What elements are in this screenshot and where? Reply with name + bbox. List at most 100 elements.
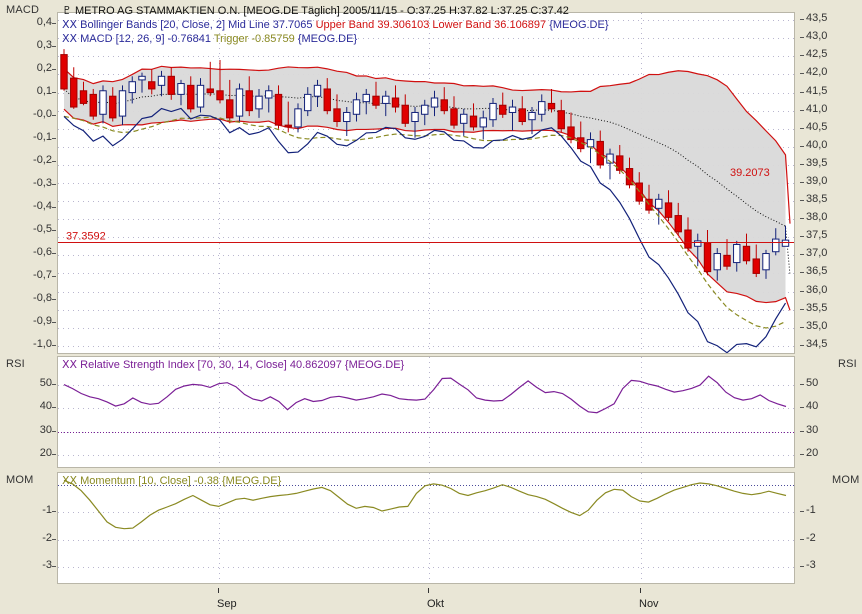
price-axis-label: 34,5 <box>806 337 828 350</box>
macd-price-plot[interactable]: 37.3592 39.2073 <box>57 12 795 354</box>
price-axis-tick <box>800 73 804 75</box>
price-axis-label: 43,0 <box>806 30 828 43</box>
macd-axis-label: -0,7 <box>33 269 52 282</box>
macd-axis-tick <box>52 230 56 232</box>
price-axis-tick <box>800 254 804 256</box>
rsi-axis-label-left: 40 <box>39 400 52 413</box>
price-axis-tick <box>800 308 804 310</box>
price-axis-tick <box>800 145 804 147</box>
macd-axis-label: 0,2 <box>36 62 52 75</box>
price-axis-tick <box>800 272 804 274</box>
x-axis-label: Okt <box>427 598 445 610</box>
x-axis-label: Nov <box>639 598 659 610</box>
macd-axis-label: -1,0 <box>33 338 52 351</box>
rsi-axis-label-left: 20 <box>39 447 52 460</box>
price-axis-label: 39,0 <box>806 175 828 187</box>
x-axis-label: Sep <box>217 598 237 610</box>
price-axis-label: 42,0 <box>806 66 828 79</box>
rsi-axis-tick <box>52 407 56 409</box>
price-axis-label: 40,0 <box>806 138 828 151</box>
panel-tag-rsi-right: RSI <box>838 358 857 370</box>
rsi-canvas <box>58 357 794 467</box>
mom-axis-tick <box>52 511 56 513</box>
mom-axis-label-right: -2 <box>806 531 816 544</box>
panel-tag-rsi-left: RSI <box>6 358 25 370</box>
mom-axis-label-left: -2 <box>42 531 52 544</box>
macd-axis-tick <box>52 115 56 117</box>
panel-tag-mom-left: MOM <box>6 474 34 486</box>
macd-axis-label: -0,9 <box>33 315 52 328</box>
price-axis-tick <box>800 163 804 165</box>
price-axis-tick <box>800 182 804 183</box>
macd-axis-tick <box>52 161 56 163</box>
rsi-axis-label-right: 30 <box>806 423 819 436</box>
macd-axis-tick <box>52 207 56 209</box>
rsi-axis-label-right: 40 <box>806 400 819 413</box>
rsi-axis-tick <box>800 384 804 386</box>
macd-axis-label: -0,6 <box>33 246 52 259</box>
price-axis-label: 37,5 <box>806 229 828 242</box>
price-axis-tick <box>800 236 804 238</box>
price-axis-label: 41,5 <box>806 84 828 97</box>
price-axis-tick <box>800 290 804 292</box>
price-axis-tick <box>800 127 804 129</box>
momentum-canvas <box>58 473 794 583</box>
macd-axis-label: 0,3 <box>36 39 52 52</box>
price-axis-tick <box>800 109 804 111</box>
macd-axis-label: -0,1 <box>33 131 52 144</box>
price-axis-tick <box>800 200 804 202</box>
rsi-axis-tick <box>52 430 56 432</box>
macd-axis-tick <box>52 46 56 48</box>
x-axis-tick <box>428 588 429 593</box>
macd-axis-label: -0,4 <box>33 200 52 213</box>
macd-axis-tick <box>52 345 56 347</box>
mom-axis-tick <box>800 538 804 540</box>
rsi-axis-tick <box>800 454 804 456</box>
macd-axis-tick <box>52 253 56 255</box>
price-axis-label: 37,0 <box>806 247 828 260</box>
rsi-axis-label-right: 50 <box>806 377 819 390</box>
price-axis-tick <box>800 19 804 21</box>
panel-tag-macd: MACD <box>6 4 40 16</box>
macd-axis-tick <box>52 69 56 71</box>
macd-axis-tick <box>52 138 56 140</box>
macd-price-canvas: 37.3592 39.2073 <box>58 13 794 353</box>
macd-axis-tick <box>52 23 56 25</box>
rsi-axis-label-left: 30 <box>39 423 52 436</box>
upper-band-annotation: 39.2073 <box>730 167 770 179</box>
macd-axis-label: -0,3 <box>33 177 52 190</box>
x-axis-tick <box>218 588 219 593</box>
macd-axis-tick <box>52 322 56 324</box>
mom-axis-tick <box>800 565 804 567</box>
price-axis-tick <box>800 37 804 39</box>
price-line-annotation: 37.3592 <box>66 231 106 243</box>
mom-axis-tick <box>52 538 56 540</box>
price-axis-tick <box>800 218 804 220</box>
price-axis-label: 38,0 <box>806 211 828 224</box>
price-axis-label: 38,5 <box>806 193 828 206</box>
rsi-axis-tick <box>800 407 804 409</box>
price-axis-label: 41,0 <box>806 102 828 115</box>
mom-axis-label-right: -1 <box>806 504 816 517</box>
rsi-axis-label-right: 20 <box>806 447 819 460</box>
x-axis-tick <box>640 588 641 593</box>
price-axis-label: 36,0 <box>806 283 828 296</box>
price-axis-label: 36,5 <box>806 265 828 278</box>
price-axis-tick <box>800 326 804 328</box>
macd-axis-label: -0,2 <box>33 154 52 167</box>
price-axis-label: 35,5 <box>806 301 828 314</box>
rsi-axis-tick <box>52 454 56 456</box>
momentum-plot[interactable] <box>57 472 795 584</box>
mom-axis-label-left: -3 <box>42 558 52 571</box>
macd-axis-label: 0,1 <box>36 85 52 98</box>
macd-axis-tick <box>52 92 56 94</box>
price-axis-label: 43,5 <box>806 12 828 25</box>
price-axis-label: 35,0 <box>806 319 828 332</box>
macd-axis-tick <box>52 276 56 278</box>
panel-tag-mom-right: MOM <box>832 474 860 486</box>
macd-axis-tick <box>52 299 56 301</box>
macd-axis-label: 0,4 <box>36 16 52 29</box>
rsi-axis-tick <box>52 384 56 386</box>
rsi-plot[interactable] <box>57 356 795 468</box>
mom-axis-tick <box>800 511 804 513</box>
